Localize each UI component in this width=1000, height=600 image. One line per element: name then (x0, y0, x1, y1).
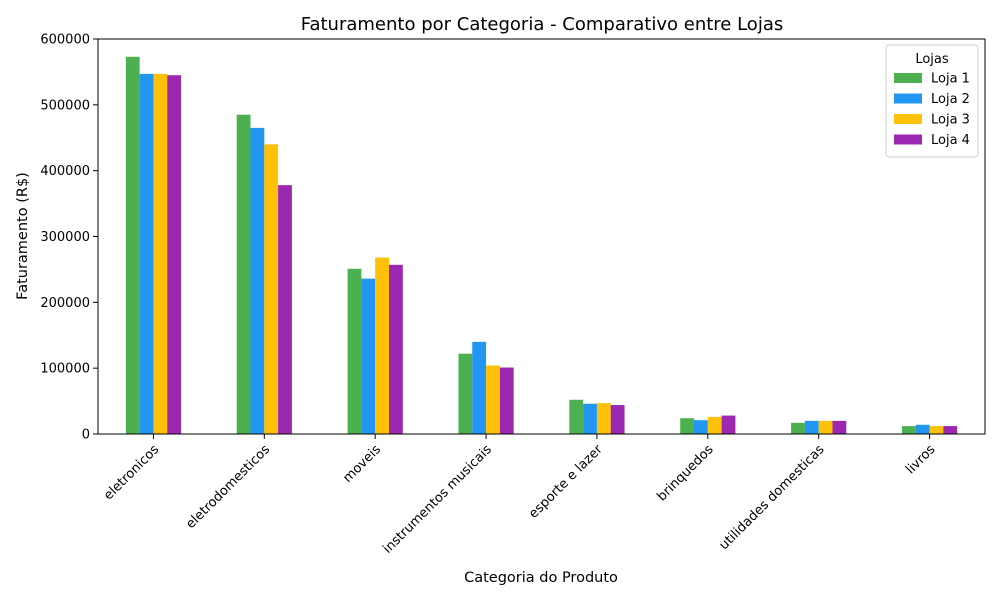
bar (458, 353, 473, 434)
legend: Lojas Loja 1 Loja 2 Loja 3 Loja 4 (885, 44, 979, 158)
legend-swatch (894, 114, 922, 124)
bar (499, 367, 514, 434)
x-tick-label: eletronicos (101, 442, 162, 503)
bar (721, 415, 736, 434)
y-tick-label: 500000 (40, 98, 90, 113)
bar (569, 399, 584, 434)
bar (361, 278, 376, 434)
bar (791, 422, 805, 434)
y-tick-label: 600000 (40, 33, 90, 48)
bar (680, 418, 695, 434)
x-axis: eletronicos eletrodomesticos moveisinstrum… (101, 434, 939, 557)
x-tick-label: brinquedos (654, 442, 716, 504)
y-tick-label: 400000 (40, 164, 90, 179)
x-tick-label: eletrodomesticos (183, 442, 273, 532)
bar (707, 416, 722, 434)
bar (818, 420, 833, 434)
y-tick-label: 300000 (40, 230, 90, 245)
legend-label: Loja 4 (931, 133, 970, 148)
plot-frame (97, 38, 986, 435)
x-tick-label: moveis (340, 442, 384, 486)
bar (943, 426, 958, 434)
bar (694, 420, 708, 434)
y-tick-label: 0 (82, 428, 90, 443)
bar (388, 264, 403, 434)
bar (583, 403, 597, 434)
legend-label: Loja 3 (931, 113, 970, 128)
bar (915, 424, 930, 434)
bar (250, 127, 265, 435)
x-tick-label: livros (903, 442, 938, 477)
y-axis-title: Faturamento (R$) (15, 172, 31, 300)
x-tick-label: instrumentos musicais (380, 442, 495, 557)
bars-group (125, 56, 958, 435)
bar (125, 56, 140, 434)
legend-label: Loja 1 (931, 72, 970, 87)
x-axis-title: Categoria do Produto (464, 570, 618, 586)
x-tick-label: esporte e lazer (526, 442, 606, 522)
legend-label: Loja 2 (931, 92, 970, 107)
legend-swatch (894, 73, 922, 83)
bar (236, 114, 251, 435)
bar (375, 257, 389, 434)
bar (139, 73, 154, 434)
bar (486, 365, 500, 434)
bar (832, 420, 847, 434)
x-tick-label: utilidades domesticas (717, 442, 828, 553)
y-tick-label: 200000 (40, 296, 90, 311)
bar (472, 341, 487, 434)
bar (596, 403, 611, 434)
bar (610, 405, 625, 434)
bar (804, 420, 819, 434)
legend-swatch (894, 134, 922, 145)
bar (278, 185, 292, 434)
bar (929, 426, 944, 434)
legend-swatch (894, 93, 922, 104)
legend-title: Lojas (915, 52, 949, 67)
bar (153, 73, 168, 434)
bar (901, 426, 916, 434)
chart-title: Faturamento por Categoria - Comparativo … (301, 14, 783, 35)
bar (167, 75, 182, 435)
bar (347, 268, 362, 434)
y-tick-label: 100000 (40, 362, 90, 377)
y-axis: 0 100000 200000 300000 400000 500000 600000 (40, 33, 98, 443)
bar (264, 144, 279, 434)
